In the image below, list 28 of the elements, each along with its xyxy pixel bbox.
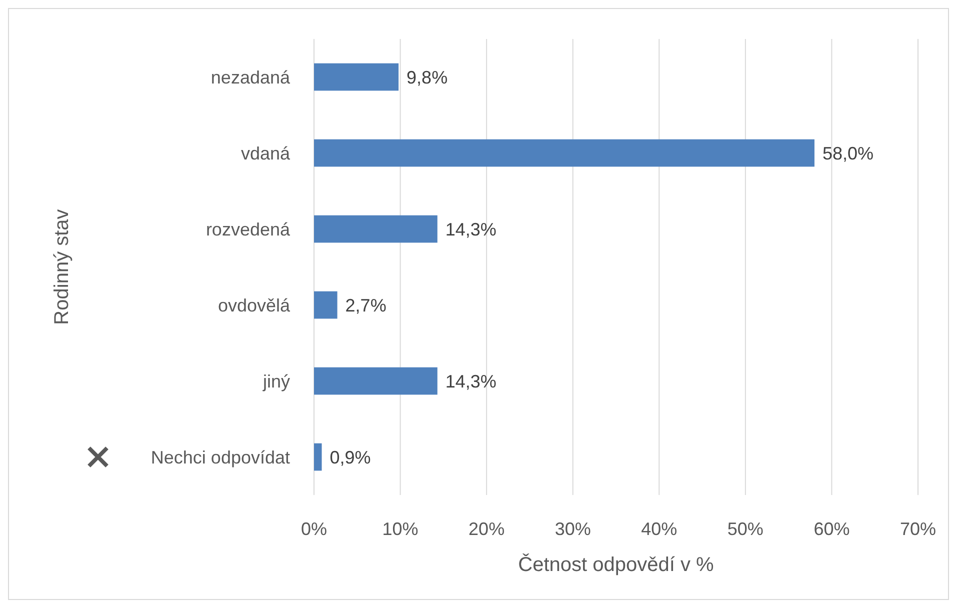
x-tick-label: 0% [300,519,328,539]
x-tick-label: 20% [468,519,505,539]
x-tick-label: 30% [554,519,591,539]
x-axis-title: Četnost odpovědí v % [518,553,714,576]
x-tick-label: 60% [814,519,850,539]
y-tick-label: vdaná [240,143,291,164]
data-label: 0,9% [330,447,371,468]
y-tick-label: rozvedená [206,219,291,240]
bar [314,291,338,319]
x-tick-label: 40% [641,519,678,539]
bar [314,367,438,395]
x-tick-label: 10% [382,519,418,539]
y-tick-label: nezadaná [210,67,291,88]
y-tick-label: ovdovělá [218,295,291,316]
x-tick-label: 50% [727,519,764,539]
data-label: 14,3% [445,371,496,392]
y-tick-label: jiný [262,371,290,392]
x-tick-label: 70% [900,519,936,539]
data-label: 14,3% [445,219,496,240]
bar [314,215,438,243]
bar [314,139,814,167]
data-label: 2,7% [345,295,386,316]
data-label: 9,8% [406,67,448,88]
y-tick-label: Nechci odpovídat [150,447,290,468]
bar [314,443,322,471]
data-label: 58,0% [822,143,874,164]
bar [314,63,399,91]
y-axis-title: Rodinný stav [51,209,73,325]
